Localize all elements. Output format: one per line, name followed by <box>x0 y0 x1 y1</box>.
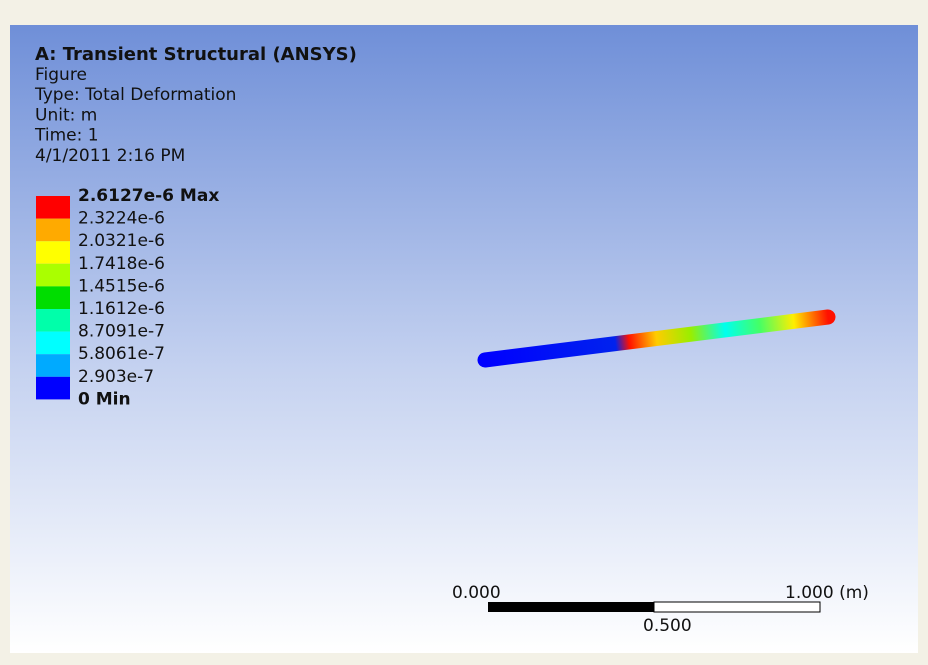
page: A: Transient Structural (ANSYS) FigureTy… <box>0 0 928 661</box>
legend-label: 5.8061e-7 <box>78 344 165 364</box>
legend-label: 2.0321e-6 <box>78 231 165 251</box>
legend-label: 2.903e-7 <box>78 367 154 387</box>
legend-swatch <box>36 377 70 400</box>
legend-swatch <box>36 264 70 287</box>
legend-label: 2.3224e-6 <box>78 209 165 229</box>
header-line: 4/1/2011 2:16 PM <box>35 146 185 166</box>
scale-right: 1.000 (m) <box>785 583 869 603</box>
legend-label: 1.7418e-6 <box>78 254 165 274</box>
legend-swatch <box>36 286 70 309</box>
legend-swatch <box>36 196 70 219</box>
legend-swatch <box>36 354 70 377</box>
header-line: Figure <box>35 65 87 85</box>
scale-bar-black <box>488 602 654 612</box>
scale-bar-white <box>654 602 820 612</box>
legend-label: 8.7091e-7 <box>78 322 165 342</box>
legend-swatch <box>36 332 70 355</box>
scale-left: 0.000 <box>452 583 501 603</box>
legend-swatch <box>36 219 70 242</box>
legend-label: 1.1612e-6 <box>78 299 165 319</box>
legend-label: 0 Min <box>78 389 131 409</box>
title: A: Transient Structural (ANSYS) <box>35 44 357 65</box>
legend-swatch <box>36 309 70 332</box>
legend-label: 2.6127e-6 Max <box>78 186 219 206</box>
viewport: A: Transient Structural (ANSYS) FigureTy… <box>0 0 928 661</box>
scale-middle: 0.500 <box>643 616 692 636</box>
header-line: Time: 1 <box>34 126 99 146</box>
header-line: Type: Total Deformation <box>34 85 236 105</box>
header-line: Unit: m <box>35 105 97 125</box>
legend-label: 1.4515e-6 <box>78 276 165 296</box>
legend-swatch <box>36 241 70 264</box>
